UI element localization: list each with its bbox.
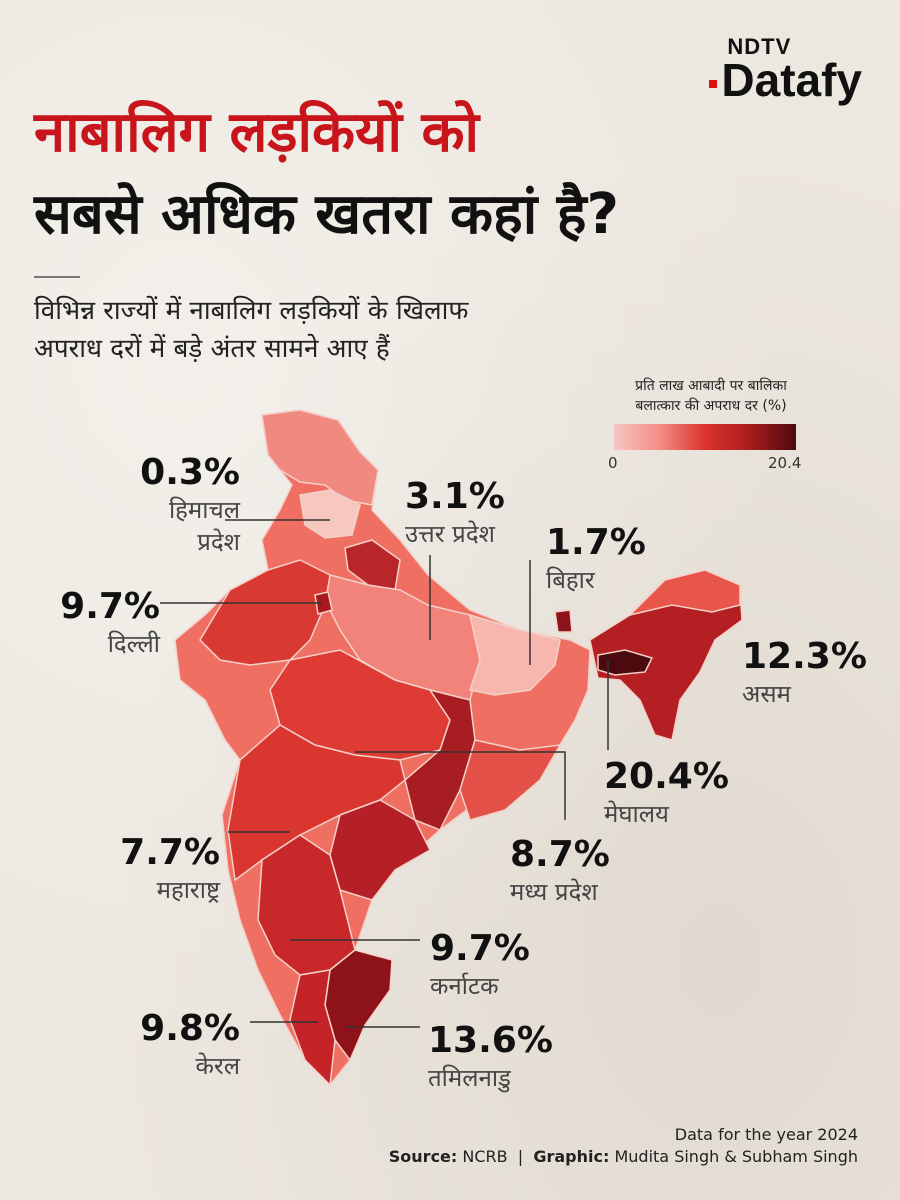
label-bihar: 1.7% बिहार — [546, 522, 646, 596]
divider — [34, 276, 80, 278]
label-value: 12.3% — [742, 636, 867, 677]
label-maharashtra: 7.7% महाराष्ट्र — [80, 832, 220, 906]
title-line-2: सबसे अधिक खतरा कहां है? — [34, 182, 620, 247]
label-name: मेघालय — [604, 800, 669, 828]
brand-bottom: Datafy — [721, 54, 862, 106]
title-line-1: नाबालिग लड़कियों को — [34, 100, 479, 165]
source-value: NCRB — [462, 1147, 508, 1166]
sikkim-region — [554, 609, 573, 633]
jammu-kashmir-region — [261, 409, 379, 506]
label-name: महाराष्ट्र — [156, 876, 220, 904]
bihar-region — [468, 613, 561, 696]
label-mp: 8.7% मध्य प्रदेश — [510, 834, 610, 908]
label-name: असम — [742, 680, 791, 708]
label-value: 1.7% — [546, 522, 646, 563]
subtitle-line-2: अपराध दरों में बड़े अंतर सामने आए हैं — [34, 334, 390, 364]
credits-line: Source: NCRB | Graphic: Mudita Singh & S… — [389, 1146, 858, 1168]
label-name: हिमाचल — [168, 496, 240, 524]
label-tamil-nadu: 13.6% तमिलनाडु — [428, 1020, 553, 1094]
label-himachal: 0.3% हिमाचल प्रदेश — [100, 452, 240, 558]
label-name: उत्तर प्रदेश — [405, 520, 495, 548]
label-name: मध्य प्रदेश — [510, 878, 598, 906]
subtitle: विभिन्न राज्यों में नाबालिग लड़कियों के … — [34, 292, 468, 368]
label-name: बिहार — [546, 566, 595, 594]
kerala-region — [289, 969, 336, 1087]
label-kerala: 9.8% केरल — [90, 1008, 240, 1082]
color-legend: प्रति लाख आबादी पर बालिका बलात्कार की अप… — [596, 376, 826, 474]
label-value: 3.1% — [405, 476, 505, 517]
label-name: दिल्ली — [107, 630, 160, 658]
label-value: 13.6% — [428, 1020, 553, 1061]
ndtv-datafy-logo: NDTV Datafy — [709, 34, 862, 103]
label-assam: 12.3% असम — [742, 636, 867, 710]
label-value: 9.7% — [60, 586, 160, 627]
legend-max: 20.4 — [768, 454, 802, 472]
legend-title-line-1: प्रति लाख आबादी पर बालिका — [635, 378, 787, 394]
label-value: 9.8% — [140, 1008, 240, 1049]
leader-mp — [355, 751, 566, 820]
label-value: 20.4% — [604, 756, 729, 797]
label-karnataka: 9.7% कर्नाटक — [430, 928, 530, 1002]
legend-title-line-2: बलात्कार की अपराध दर (%) — [635, 398, 787, 414]
himachal-region — [299, 489, 361, 539]
label-value: 7.7% — [120, 832, 220, 873]
label-value: 8.7% — [510, 834, 610, 875]
label-delhi: 9.7% दिल्ली — [40, 586, 160, 660]
label-value: 0.3% — [140, 452, 240, 493]
chhattisgarh-region — [404, 688, 476, 831]
graphic-value: Mudita Singh & Subham Singh — [614, 1147, 858, 1166]
source-label: Source: — [388, 1147, 458, 1166]
legend-min: 0 — [608, 454, 618, 472]
odisha-region — [459, 739, 562, 821]
meghalaya-region — [597, 649, 654, 676]
subtitle-line-1: विभिन्न राज्यों में नाबालिग लड़कियों के … — [34, 296, 469, 326]
mp-region — [269, 649, 451, 761]
footer: Data for the year 2024 Source: NCRB | Gr… — [389, 1124, 858, 1168]
label-name: कर्नाटक — [430, 972, 499, 1000]
label-name-2: प्रदेश — [197, 528, 240, 556]
label-up: 3.1% उत्तर प्रदेश — [405, 476, 505, 550]
label-value: 9.7% — [430, 928, 530, 969]
graphic-label: Graphic: — [533, 1147, 610, 1166]
credits-separator: | — [517, 1147, 524, 1166]
delhi-region — [314, 591, 333, 615]
page-title: नाबालिग लड़कियों को सबसे अधिक खतरा कहां … — [34, 92, 619, 256]
label-meghalaya: 20.4% मेघालय — [604, 756, 729, 830]
label-name: तमिलनाडु — [428, 1064, 511, 1092]
logo-mark-icon — [709, 79, 718, 88]
brand-top: NDTV — [727, 34, 792, 59]
data-year-note: Data for the year 2024 — [674, 1125, 858, 1144]
arunachal-region — [627, 569, 741, 617]
legend-gradient-bar — [614, 424, 796, 450]
label-name: केरल — [195, 1052, 240, 1080]
